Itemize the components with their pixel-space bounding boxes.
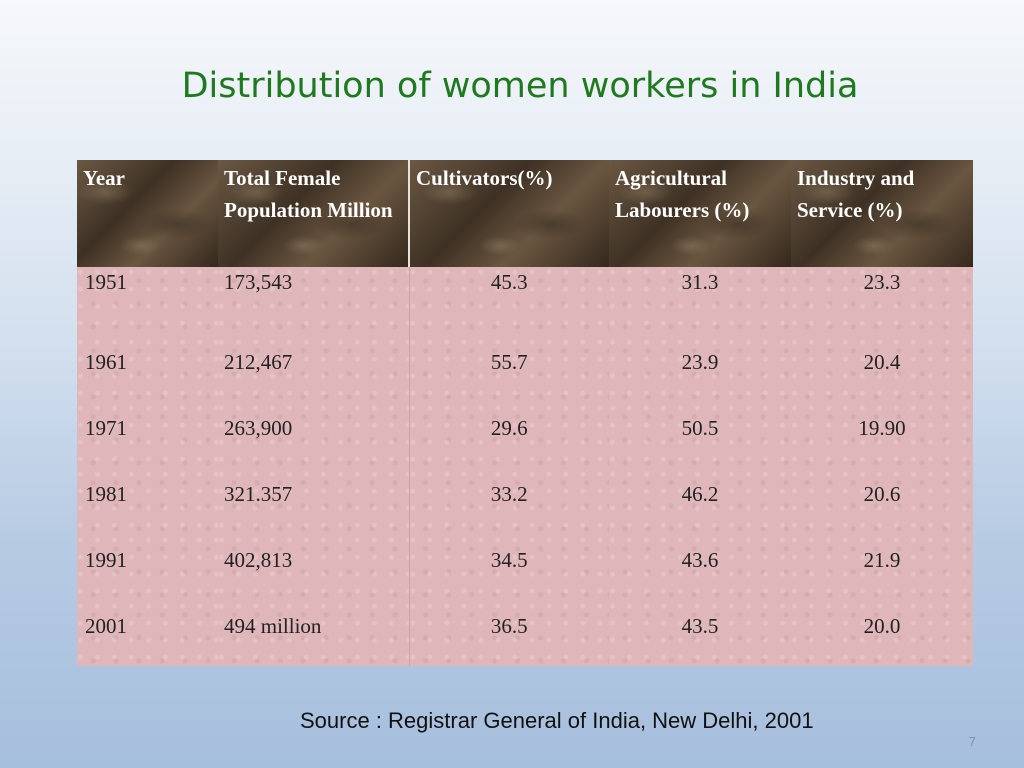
cell-agricultural-labourers: 31.3	[609, 267, 791, 337]
cell-population: 494 million	[218, 601, 409, 666]
cell-population: 321.357	[218, 469, 409, 535]
source-citation: Source : Registrar General of India, New…	[300, 708, 814, 733]
table-row: 1981 321.357 33.2 46.2 20.6	[77, 469, 973, 535]
cell-agricultural-labourers: 43.6	[609, 535, 791, 601]
cell-agricultural-labourers: 23.9	[609, 337, 791, 403]
cell-industry-service: 19.90	[791, 403, 973, 469]
cell-agricultural-labourers: 46.2	[609, 469, 791, 535]
cell-cultivators: 45.3	[408, 267, 609, 337]
header-industry-and-service: Industry and Service (%)	[791, 160, 973, 267]
cell-population: 402,813	[218, 535, 409, 601]
table-row: 2001 494 million 36.5 43.5 20.0	[77, 601, 973, 666]
cell-cultivators: 33.2	[408, 469, 609, 535]
cell-population: 212,467	[218, 337, 409, 403]
cell-agricultural-labourers: 43.5	[609, 601, 791, 666]
header-cultivators: Cultivators(%)	[408, 160, 609, 267]
header-agricultural-labourers: Agricultural Labourers (%)	[609, 160, 791, 267]
cell-population: 263,900	[218, 403, 409, 469]
cell-year: 1991	[77, 535, 218, 601]
slide-title: Distribution of women workers in India	[181, 66, 859, 106]
cell-cultivators: 55.7	[408, 337, 609, 403]
cell-year: 1961	[77, 337, 218, 403]
table-row: 1971 263,900 29.6 50.5 19.90	[77, 403, 973, 469]
table-row: 1961 212,467 55.7 23.9 20.4	[77, 337, 973, 403]
cell-population: 173,543	[218, 267, 409, 337]
table-row: 1991 402,813 34.5 43.6 21.9	[77, 535, 973, 601]
cell-industry-service: 20.0	[791, 601, 973, 666]
cell-agricultural-labourers: 50.5	[609, 403, 791, 469]
table-header: Year Total Female Population Million Cul…	[77, 160, 973, 267]
cell-industry-service: 23.3	[791, 267, 973, 337]
cell-year: 2001	[77, 601, 218, 666]
page-number: 7	[968, 734, 976, 749]
table-header-row: Year Total Female Population Million Cul…	[77, 160, 973, 267]
cell-year: 1951	[77, 267, 218, 337]
header-total-female-population: Total Female Population Million	[218, 160, 409, 267]
cell-cultivators: 36.5	[408, 601, 609, 666]
table-body: 1951 173,543 45.3 31.3 23.3 1961 212,467…	[77, 267, 973, 666]
cell-industry-service: 20.4	[791, 337, 973, 403]
cell-cultivators: 34.5	[408, 535, 609, 601]
cell-industry-service: 20.6	[791, 469, 973, 535]
header-year: Year	[77, 160, 218, 267]
women-workers-table: Year Total Female Population Million Cul…	[77, 160, 973, 666]
cell-industry-service: 21.9	[791, 535, 973, 601]
cell-cultivators: 29.6	[408, 403, 609, 469]
table-row: 1951 173,543 45.3 31.3 23.3	[77, 267, 973, 337]
cell-year: 1981	[77, 469, 218, 535]
cell-year: 1971	[77, 403, 218, 469]
